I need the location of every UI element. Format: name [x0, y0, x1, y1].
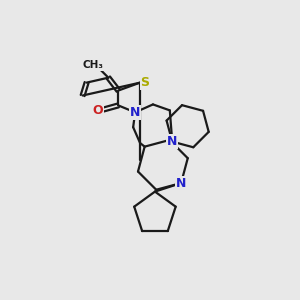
Text: N: N: [176, 177, 186, 190]
Text: O: O: [92, 104, 103, 117]
Text: N: N: [130, 106, 140, 119]
Text: S: S: [140, 76, 149, 89]
Text: N: N: [167, 135, 177, 148]
Text: CH₃: CH₃: [82, 60, 103, 70]
